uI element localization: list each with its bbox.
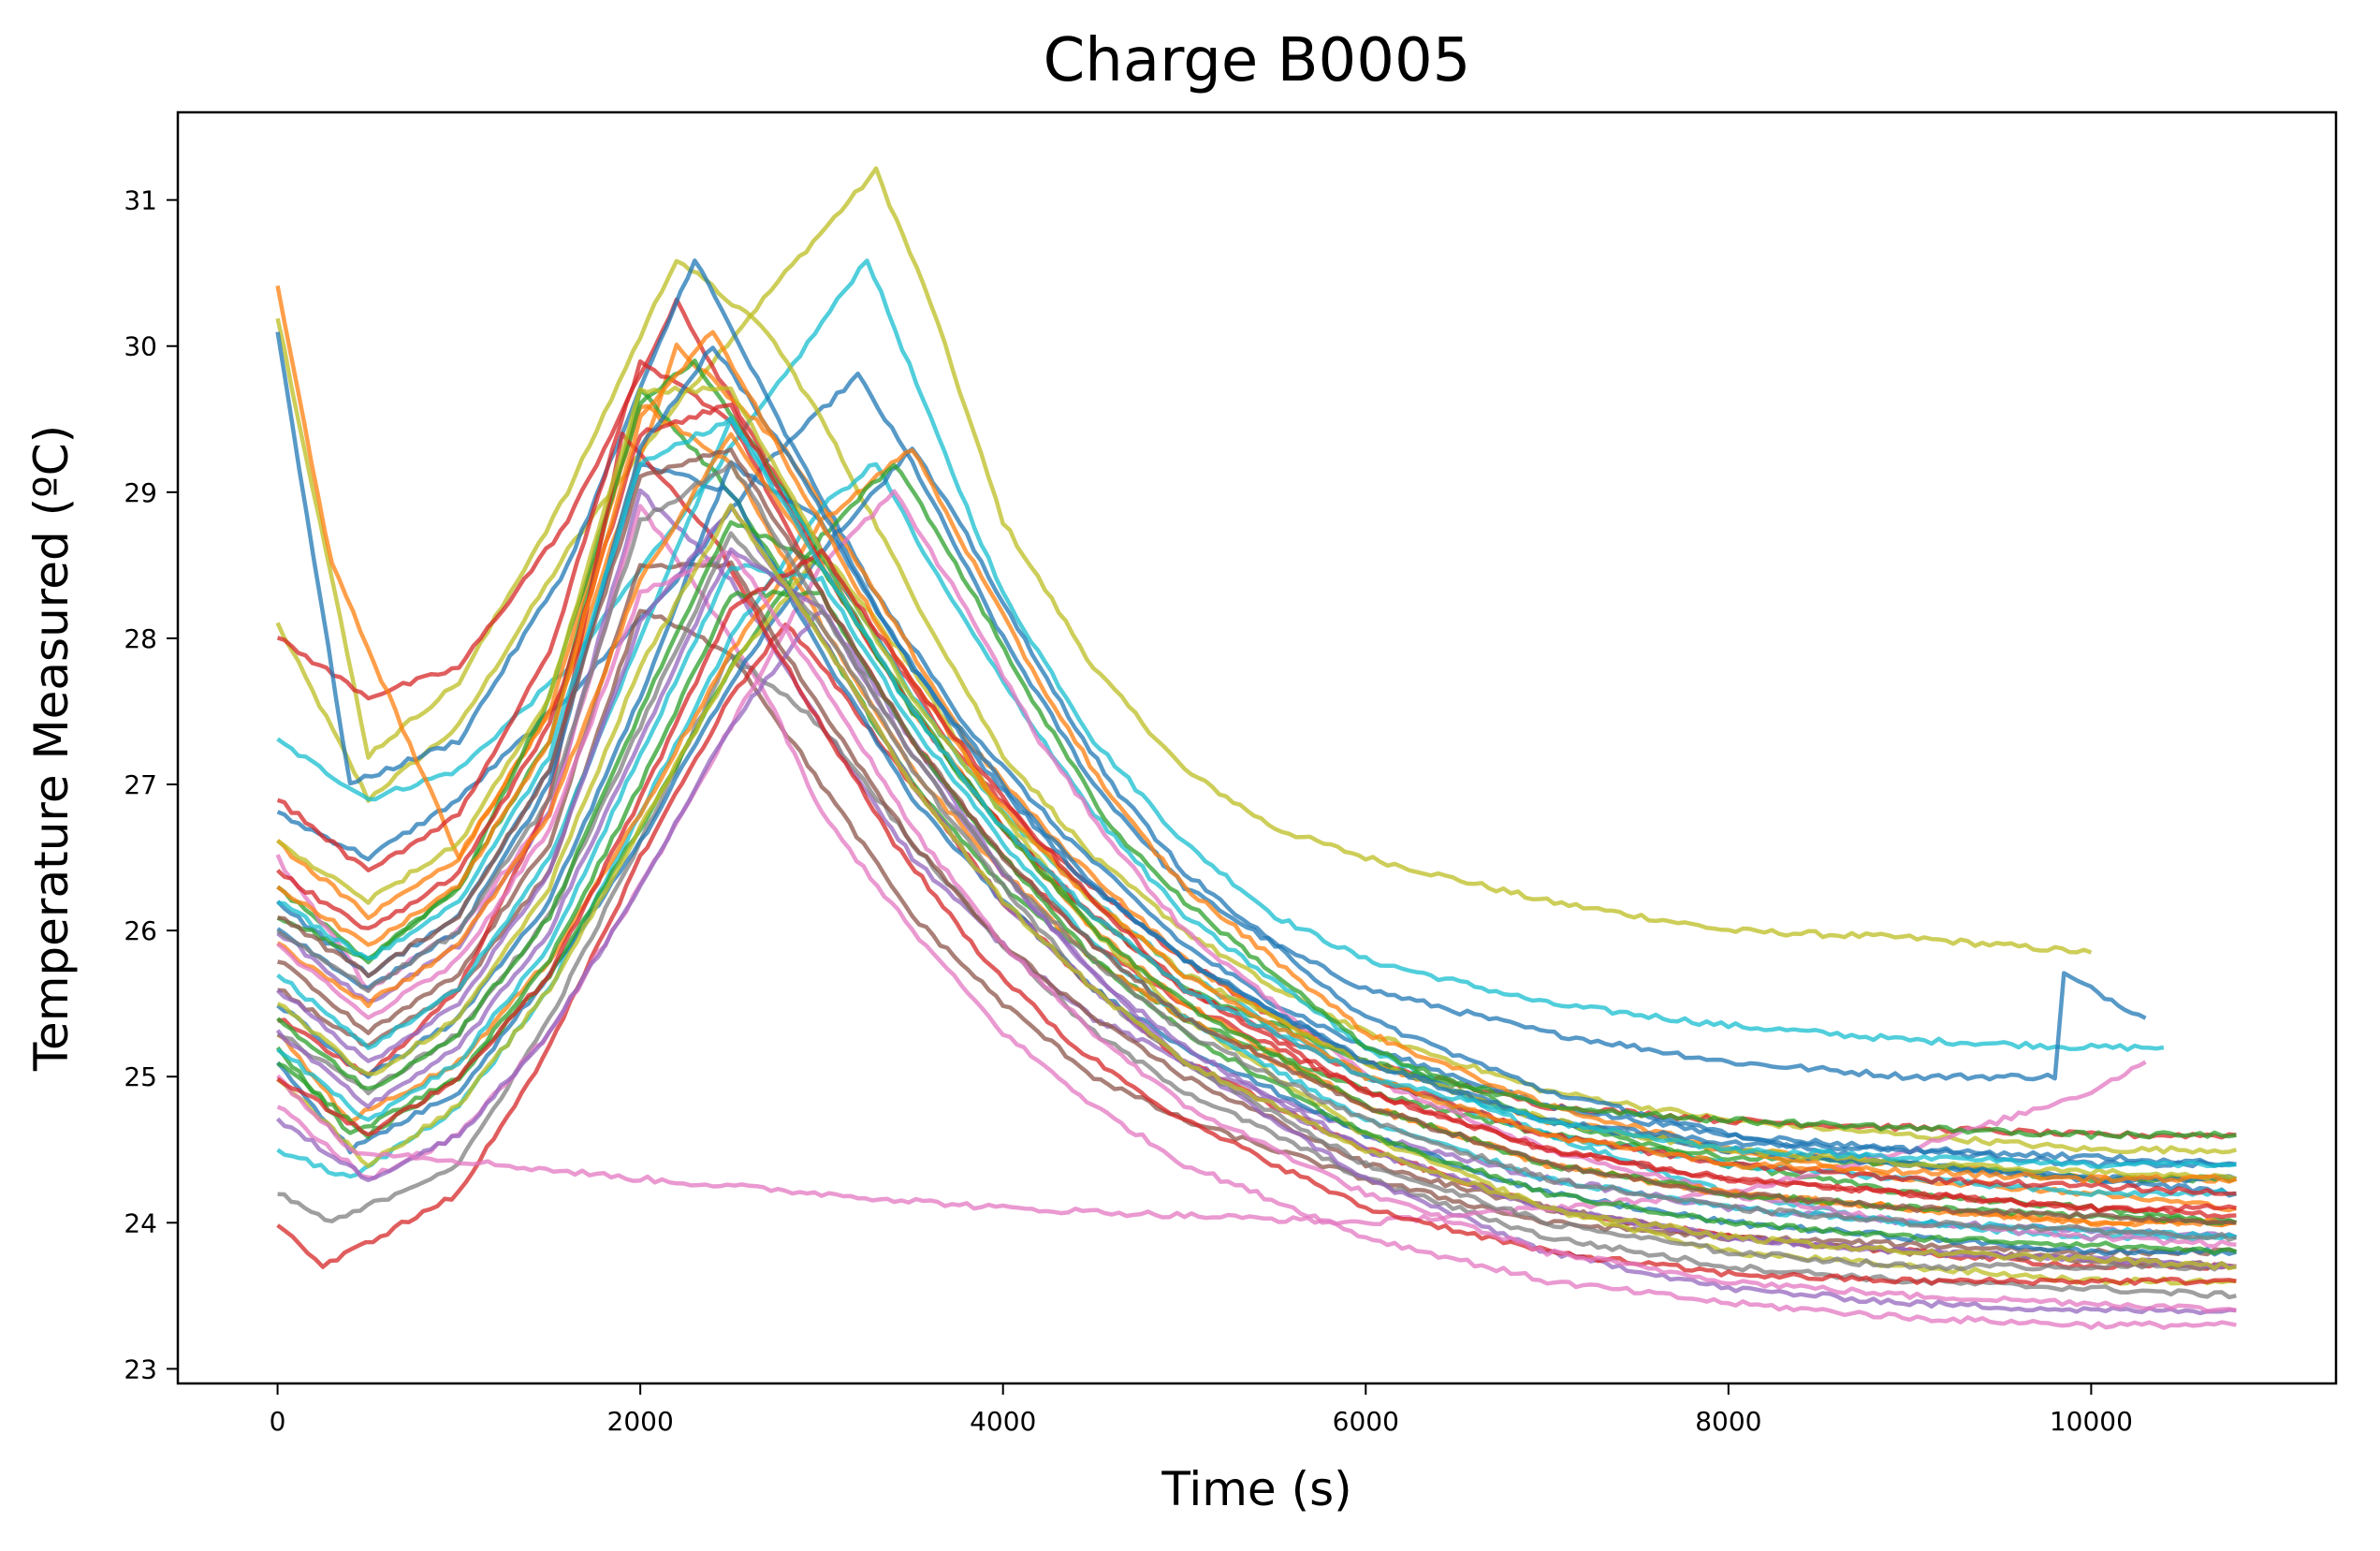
y-tick-label: 27 — [124, 769, 157, 800]
y-tick-label: 23 — [124, 1353, 157, 1384]
y-tick-label: 24 — [124, 1207, 157, 1238]
series-line-39 — [276, 550, 2237, 1313]
series-line-40 — [276, 519, 2238, 1226]
series-line-45 — [276, 460, 2238, 1242]
y-tick-label: 29 — [124, 477, 157, 508]
x-tick-label: 6000 — [1333, 1406, 1399, 1437]
series-line-4 — [275, 258, 2238, 1155]
series-layer — [275, 166, 2238, 1330]
x-tick-label: 0 — [270, 1406, 286, 1437]
x-tick-label: 10000 — [2050, 1406, 2133, 1437]
chart-title: Charge B0005 — [1044, 26, 1471, 95]
series-line-12 — [277, 653, 2237, 1300]
y-tick-label: 28 — [124, 623, 157, 654]
series-line-46 — [276, 503, 2237, 1271]
series-line-31 — [276, 531, 2237, 1272]
x-tick-label: 4000 — [970, 1406, 1036, 1437]
y-axis-label: Temperature Measured (ºC) — [24, 425, 79, 1072]
series-line-35 — [276, 385, 2238, 1181]
x-axis-label: Time (s) — [1161, 1462, 1351, 1516]
y-tick-label: 26 — [124, 915, 157, 946]
series-line-27 — [277, 431, 2237, 1286]
series-line-41 — [277, 446, 2237, 1225]
series-line-36 — [276, 563, 2238, 1240]
y-tick-label: 25 — [124, 1061, 157, 1092]
ticks-layer: 0 2000 4000 6000 8000 10000 23 24 25 26 27 28 29 30 31 — [124, 185, 2133, 1437]
series-line-10 — [277, 608, 2238, 1257]
x-tick-label: 8000 — [1695, 1406, 1761, 1437]
series-line-38 — [276, 329, 2238, 1184]
x-tick-label: 2000 — [607, 1406, 674, 1437]
plot-frame — [176, 110, 2338, 1385]
series-line-43 — [277, 416, 2237, 1170]
y-tick-label: 31 — [124, 185, 157, 216]
series-line-42 — [276, 548, 2237, 1214]
y-tick-label: 30 — [124, 331, 157, 362]
series-line-44 — [275, 547, 2237, 1269]
